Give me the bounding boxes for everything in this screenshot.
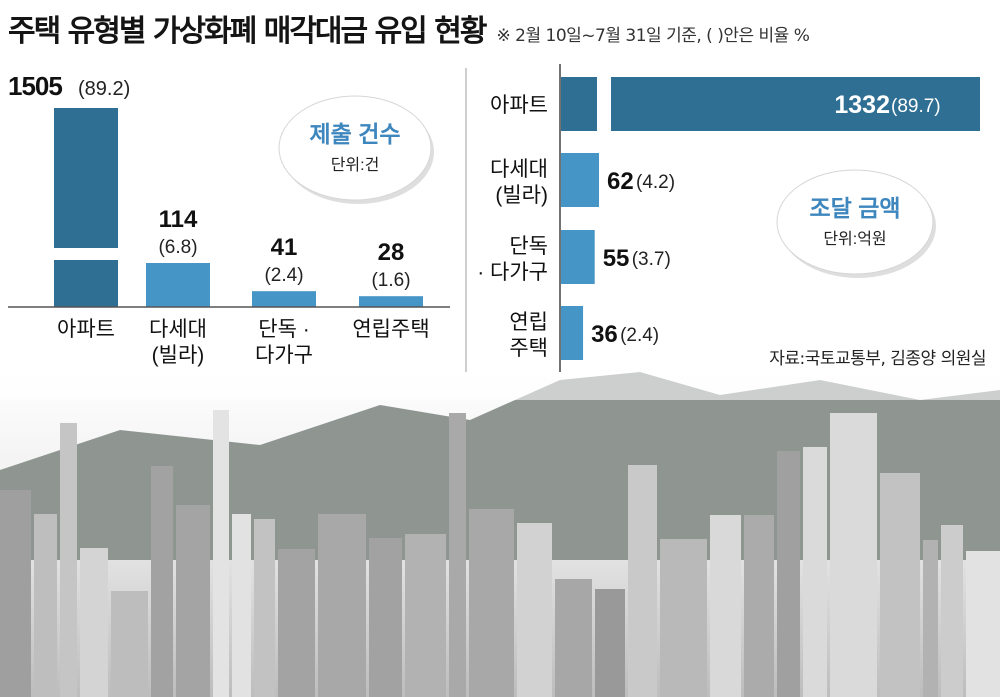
category-label: 아파트 (490, 94, 548, 117)
percent-label: (4.2) (636, 172, 675, 193)
building (830, 413, 877, 697)
value-label: 114 (159, 206, 198, 233)
category-label: 다가구 (255, 344, 313, 367)
building (278, 549, 315, 697)
category-label: · 다가구 (477, 261, 548, 284)
category-label: 연립주택 (352, 318, 429, 341)
category-label: (빌라) (495, 184, 548, 207)
title-note: ※ 2월 10일~7월 31일 기준, ( )안은 비율 % (496, 26, 810, 46)
building (595, 589, 625, 697)
source-label: 자료:국토교통부, 김종양 의원실 (769, 349, 986, 369)
building (744, 515, 774, 697)
bar-apartment-upper (54, 108, 118, 248)
badge-ellipse (776, 169, 934, 275)
building (803, 447, 827, 697)
category-label: (빌라) (152, 344, 205, 367)
category-label: 연립 (509, 311, 548, 334)
value-label: 1332 (834, 91, 890, 119)
building (966, 551, 1000, 697)
value-label: 28 (378, 239, 405, 266)
percent-label: (1.6) (371, 270, 410, 291)
badge-ellipse (278, 95, 432, 201)
bar (146, 263, 210, 307)
value-label: 36 (591, 321, 618, 348)
building (405, 534, 446, 697)
category-label: 단독 (509, 235, 548, 258)
percent-label: (89.2) (78, 78, 130, 100)
value-label: 55 (603, 245, 630, 272)
building (628, 465, 657, 697)
building (151, 466, 173, 697)
badge-title: 제출 건수 (309, 121, 400, 147)
category-label: 아파트 (57, 318, 115, 341)
category-label: 다세대 (490, 158, 548, 181)
category-label: 다세대 (149, 318, 207, 341)
building (449, 413, 466, 697)
building (660, 539, 707, 697)
bar-apartment-left (561, 77, 597, 131)
badge-unit: 단위:건 (331, 156, 380, 174)
category-label: 단독 · (258, 318, 309, 341)
building (369, 538, 402, 697)
percent-label: (89.7) (891, 96, 941, 117)
building (213, 410, 229, 697)
building (232, 514, 251, 697)
bar-apartment-right (611, 77, 980, 131)
building (176, 505, 210, 697)
percent-label: (2.4) (620, 325, 659, 346)
badge-unit: 단위:억원 (823, 230, 886, 248)
building (0, 490, 31, 697)
building (318, 514, 366, 697)
value-label: 41 (271, 234, 298, 261)
building (111, 591, 148, 697)
haze-band (0, 360, 1000, 400)
chart-title: 주택 유형별 가상화폐 매각대금 유입 현황 ※ 2월 10일~7월 31일 기… (8, 6, 998, 50)
building (923, 540, 938, 697)
percent-label: (6.8) (158, 237, 197, 258)
percent-label: (3.7) (632, 249, 671, 270)
percent-label: (2.4) (264, 265, 303, 286)
bar (561, 153, 599, 207)
building (469, 509, 514, 697)
bar (359, 296, 423, 307)
bar-apartment-lower (54, 260, 118, 307)
building (80, 548, 108, 697)
mountain-ridge (0, 372, 1000, 560)
building (777, 451, 800, 697)
badge-title: 조달 금액 (809, 195, 900, 221)
building (710, 515, 741, 697)
building (941, 525, 963, 697)
building (34, 514, 57, 697)
value-label: 1505 (8, 71, 62, 101)
bar (561, 306, 584, 360)
bar (561, 230, 595, 284)
building (555, 579, 592, 697)
title-text: 주택 유형별 가상화폐 매각대금 유입 현황 (8, 14, 487, 49)
building (880, 473, 920, 697)
value-label: 62 (607, 168, 634, 195)
building (254, 519, 275, 697)
bar (252, 291, 316, 307)
building (517, 523, 552, 697)
category-label: 주택 (509, 337, 548, 360)
building (60, 423, 77, 697)
